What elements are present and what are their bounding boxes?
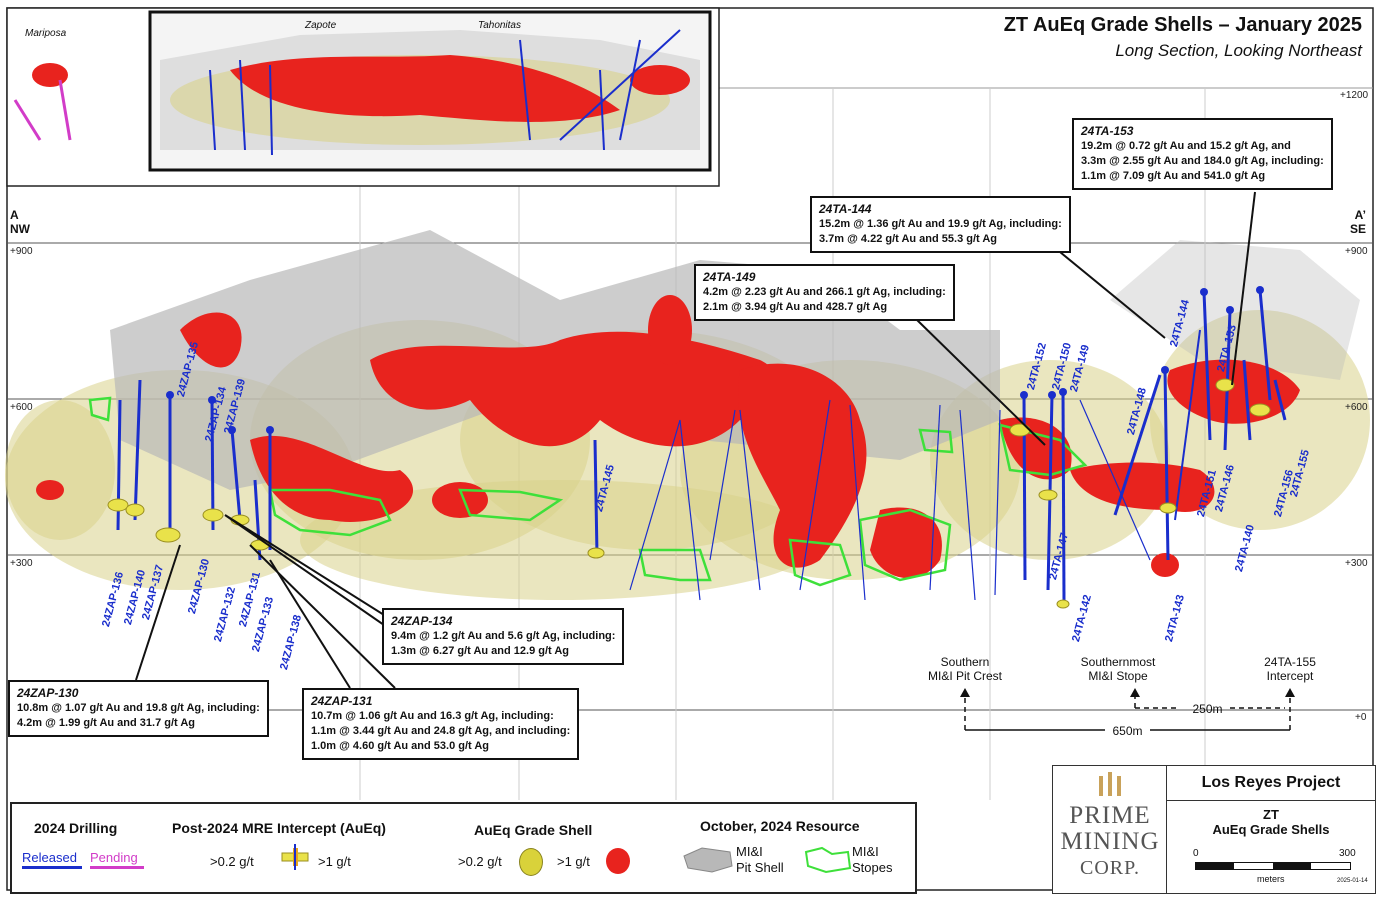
drill-holes bbox=[116, 289, 1287, 601]
legend-pit-shell: MI&I Pit Shell bbox=[736, 844, 784, 875]
stope-outlines bbox=[88, 396, 1088, 587]
elev-300-left: +300 bbox=[10, 558, 33, 569]
intercepts bbox=[107, 378, 1271, 609]
legend-pending: Pending bbox=[90, 850, 138, 865]
project-block: Los Reyes Project ZT AuEq Grade Shells 0… bbox=[1166, 765, 1376, 894]
scale-max: 300 bbox=[1339, 848, 1356, 859]
project-subtitle: AuEq Grade Shells bbox=[1212, 822, 1330, 837]
callout-leaders bbox=[135, 191, 1256, 689]
legend-stopes: MI&I Stopes bbox=[852, 844, 893, 875]
inset-map bbox=[6, 7, 720, 187]
logo-bars-icon bbox=[1099, 772, 1121, 796]
hole-collars bbox=[166, 286, 1264, 434]
legend-shell-high: >1 g/t bbox=[557, 854, 590, 869]
high-grade-swatch bbox=[606, 848, 630, 874]
subtitle: Long Section, Looking Northeast bbox=[1115, 41, 1362, 60]
distance-250: 250m bbox=[1192, 702, 1223, 716]
map-date: 2025-01-14 bbox=[1337, 878, 1368, 884]
legend-pending-swatch bbox=[90, 866, 144, 869]
stope-swatch bbox=[802, 844, 854, 874]
legend-shell-low: >0.2 g/t bbox=[458, 854, 502, 869]
callout-24zap-130: 24ZAP-130 10.8m @ 1.07 g/t Au and 19.8 g… bbox=[8, 680, 269, 737]
scale-bar bbox=[1195, 862, 1351, 870]
callout-24zap-134: 24ZAP-134 9.4m @ 1.2 g/t Au and 5.6 g/t … bbox=[382, 608, 625, 665]
elev-600-right: +600 bbox=[1345, 402, 1368, 413]
main-title: ZT AuEq Grade Shells – January 2025 bbox=[1003, 14, 1362, 36]
scale-min: 0 bbox=[1193, 848, 1199, 859]
section-end-a-prime: A’ SE bbox=[1350, 208, 1367, 236]
legend-drilling-title: 2024 Drilling bbox=[34, 820, 118, 836]
legend-mre-low: >0.2 g/t bbox=[210, 854, 254, 869]
legend-mre-title: Post-2024 MRE Intercept (AuEq) bbox=[172, 820, 386, 836]
legend-resource-title: October, 2024 Resource bbox=[700, 818, 860, 834]
elev-300-right: +300 bbox=[1345, 558, 1368, 569]
callout-24ta-149: 24TA-149 4.2m @ 2.23 g/t Au and 266.1 g/… bbox=[694, 264, 955, 321]
legend-shell-title: AuEq Grade Shell bbox=[474, 822, 593, 838]
high-grade-shell bbox=[36, 295, 1300, 579]
historic-holes bbox=[629, 399, 1151, 601]
map-title: ZT AuEq Grade Shells – January 2025 Long… bbox=[1004, 14, 1362, 61]
intercept-symbol-icon bbox=[274, 844, 316, 870]
elev-900-right: +900 bbox=[1345, 246, 1368, 257]
marker-intercept: 24TA-155 Intercept bbox=[1264, 655, 1316, 683]
marker-arrowheads bbox=[960, 688, 1295, 697]
callout-24ta-144: 24TA-144 15.2m @ 1.36 g/t Au and 19.9 g/… bbox=[810, 196, 1071, 253]
marker-stope: Southernmost MI&I Stope bbox=[1080, 655, 1156, 683]
marker-pit-crest: Southern MI&I Pit Crest bbox=[927, 655, 1002, 683]
distance-650: 650m bbox=[1105, 724, 1150, 738]
legend-mre-high: >1 g/t bbox=[318, 854, 351, 869]
project-name: Los Reyes Project bbox=[1167, 766, 1375, 801]
elev-1200: +1200 bbox=[1340, 90, 1369, 101]
callout-24ta-153: 24TA-153 19.2m @ 0.72 g/t Au and 15.2 g/… bbox=[1072, 118, 1333, 190]
low-grade-swatch bbox=[519, 848, 543, 876]
legend: 2024 Drilling Released Pending Post-2024… bbox=[10, 802, 917, 894]
prime-mining-logo: PRIME MINING CORP. bbox=[1052, 765, 1168, 894]
elev-600-left: +600 bbox=[10, 402, 33, 413]
callout-24zap-131: 24ZAP-131 10.7m @ 1.06 g/t Au and 16.3 g… bbox=[302, 688, 580, 760]
legend-released-swatch bbox=[22, 866, 82, 869]
section-end-a: A NW bbox=[10, 208, 30, 236]
pit-shell-swatch bbox=[682, 844, 734, 874]
legend-released: Released bbox=[22, 850, 77, 865]
inset-label-tahonitas: Tahonitas bbox=[478, 20, 521, 31]
elev-0: +0 bbox=[1355, 712, 1367, 723]
elev-900-left: +900 bbox=[10, 246, 33, 257]
scale-unit: meters bbox=[1257, 874, 1285, 884]
inset-label-zapote: Zapote bbox=[305, 20, 337, 31]
inset-label-mariposa: Mariposa bbox=[25, 28, 67, 39]
project-zone: ZT bbox=[1263, 807, 1279, 822]
